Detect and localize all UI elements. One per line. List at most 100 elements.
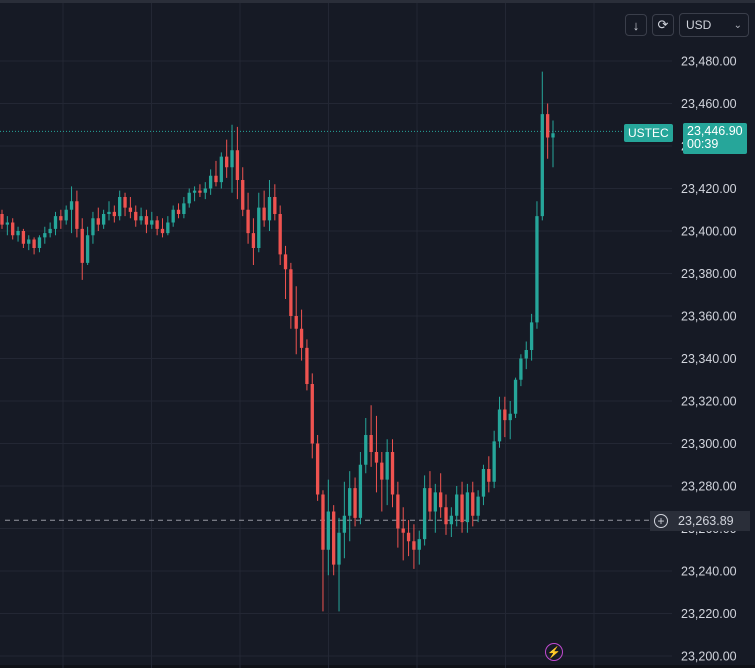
candle	[230, 124, 234, 193]
candle	[5, 216, 10, 236]
candle-body	[107, 211, 111, 214]
candle-body	[497, 409, 502, 442]
candle-body	[465, 492, 470, 523]
y-tick-label: 23,380.00	[681, 267, 737, 281]
candle	[203, 182, 207, 200]
candle-body	[182, 203, 186, 214]
candle	[225, 139, 229, 178]
y-tick-label: 23,240.00	[681, 565, 737, 579]
candle	[439, 473, 443, 518]
candle	[37, 235, 42, 253]
candle-body	[69, 201, 74, 210]
candle	[80, 218, 84, 280]
candle	[16, 226, 20, 242]
candle-body	[326, 511, 330, 550]
candle-body	[310, 384, 314, 444]
candle	[128, 197, 133, 219]
candle	[390, 439, 395, 508]
candle-body	[433, 492, 437, 512]
crosshair-price-tag: + 23,263.89	[650, 511, 750, 531]
y-tick-label: 23,300.00	[681, 437, 737, 451]
candle	[513, 377, 518, 418]
candle-body	[294, 316, 298, 329]
lightning-icon[interactable]: ⚡	[545, 643, 563, 661]
candle-body	[5, 222, 10, 225]
candle-body	[241, 180, 245, 210]
candle	[208, 169, 213, 195]
candle	[348, 471, 352, 542]
candlestick-series	[0, 71, 555, 612]
candle-body	[358, 464, 363, 518]
candle-body	[155, 220, 159, 229]
candle-body	[508, 413, 512, 421]
candle-body	[321, 494, 325, 550]
y-tick-label: 23,280.00	[681, 480, 737, 494]
candle-body	[444, 507, 448, 525]
candle-body	[176, 209, 181, 214]
candle-body	[37, 237, 42, 248]
candle	[321, 490, 325, 612]
candle	[53, 211, 58, 236]
candle	[294, 286, 298, 355]
y-tick-label: 23,480.00	[681, 55, 737, 69]
candle-body	[134, 211, 138, 221]
candle	[535, 201, 539, 329]
candle	[401, 507, 405, 561]
candle	[187, 188, 191, 208]
candle-countdown: 00:39	[687, 137, 719, 151]
candle	[235, 126, 240, 200]
candle-body	[91, 218, 95, 236]
candle	[32, 237, 36, 255]
candle	[369, 405, 373, 467]
candle-body	[75, 201, 79, 229]
candle-body	[460, 494, 464, 523]
candle-body	[273, 197, 277, 214]
candle	[406, 520, 411, 557]
candle-body	[48, 228, 52, 234]
candle	[107, 201, 111, 221]
candle-body	[513, 379, 518, 414]
candle-body	[32, 239, 36, 248]
candle-body	[337, 532, 341, 565]
candle-body	[364, 435, 368, 465]
candle-body	[166, 222, 170, 234]
candle	[257, 192, 261, 253]
candle	[540, 71, 544, 221]
candle-body	[85, 235, 90, 263]
y-tick-label: 23,320.00	[681, 395, 737, 409]
candle-body	[551, 133, 555, 138]
candle-body	[225, 156, 229, 168]
candle	[43, 226, 47, 244]
candle	[315, 435, 320, 501]
price-chart[interactable]: 23,480.0023,460.0023,440.0023,420.0023,4…	[0, 3, 755, 668]
candle-body	[396, 494, 400, 529]
currency-select[interactable]: USD ⌄	[679, 13, 749, 37]
candle-body	[257, 207, 261, 248]
candle	[75, 190, 79, 238]
candle	[198, 184, 202, 197]
y-tick-label: 23,420.00	[681, 182, 737, 196]
candle	[310, 373, 314, 459]
candle-body	[112, 211, 116, 217]
candle	[246, 192, 250, 244]
candle	[326, 479, 330, 576]
plus-circle-icon[interactable]: +	[654, 514, 668, 528]
refresh-icon[interactable]: ⟳	[652, 14, 674, 36]
candle	[364, 418, 368, 474]
candle-body	[487, 469, 491, 482]
candle-body	[43, 233, 47, 238]
candle	[417, 530, 421, 565]
y-tick-label: 23,200.00	[681, 650, 737, 664]
candle-body	[144, 216, 149, 225]
candle	[422, 475, 427, 546]
candle	[374, 415, 379, 493]
candle-body	[128, 207, 133, 212]
candle	[332, 505, 336, 576]
candle-body	[342, 515, 347, 533]
candle-body	[101, 214, 106, 225]
candle	[123, 192, 127, 217]
candle	[305, 339, 309, 391]
candle	[545, 103, 550, 159]
arrow-down-icon[interactable]: ↓	[625, 14, 647, 36]
